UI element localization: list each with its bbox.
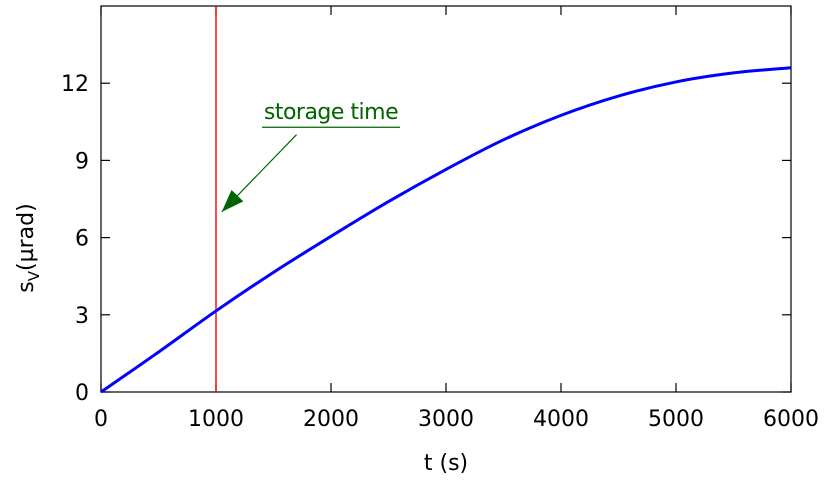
x-tick-label: 0 <box>94 407 108 432</box>
annotation-text: storage time <box>264 100 398 125</box>
x-tick-label: 5000 <box>648 407 704 432</box>
x-tick-label: 3000 <box>418 407 474 432</box>
y-tick-label: 9 <box>75 149 89 174</box>
y-tick-label: 12 <box>61 72 89 97</box>
plot-marks <box>100 6 792 394</box>
annotation-arrow-head <box>221 189 244 212</box>
x-axis-label: t (s) <box>424 451 468 476</box>
x-tick-label: 6000 <box>763 407 819 432</box>
y-axis-label: sV(µrad) <box>14 203 43 292</box>
y-axis-label-main: s <box>14 281 39 292</box>
annotations: storage time <box>221 100 400 213</box>
x-tick-label: 4000 <box>533 407 589 432</box>
y-tick-label: 3 <box>75 304 89 329</box>
plot-frame <box>100 5 792 393</box>
x-tick-label: 1000 <box>188 407 244 432</box>
svg-text:sV(µrad): sV(µrad) <box>14 203 43 292</box>
axes: 0 1000 2000 3000 4000 5000 6000 0 3 6 9 12 <box>61 5 819 432</box>
y-axis-label-sub: V <box>25 270 43 281</box>
y-axis-label-unit: (µrad) <box>14 203 39 271</box>
series-line <box>100 66 792 394</box>
x-tick-label: 2000 <box>303 407 359 432</box>
y-tick-label: 6 <box>75 227 89 252</box>
y-tick-label: 0 <box>75 381 89 406</box>
